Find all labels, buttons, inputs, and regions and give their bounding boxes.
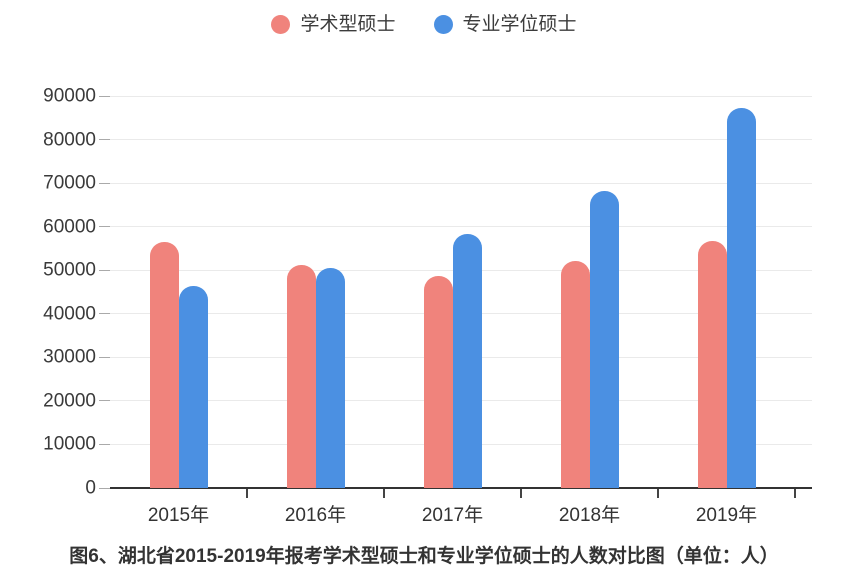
y-axis-tick <box>99 182 110 184</box>
y-axis-label: 50000 <box>43 259 96 281</box>
legend-item: 专业学位硕士 <box>433 13 577 35</box>
y-axis-tick <box>99 95 110 97</box>
bar-2016年-专业学位硕士 <box>315 268 345 488</box>
legend-circle-icon <box>433 14 453 34</box>
gridline <box>110 226 812 228</box>
gridline <box>110 182 812 184</box>
y-axis-label: 20000 <box>43 390 96 412</box>
x-axis-tick <box>794 489 796 498</box>
y-axis-tick <box>99 313 110 315</box>
x-axis-line <box>110 487 812 489</box>
x-axis-label: 2015年 <box>147 505 210 526</box>
bar-2015年-专业学位硕士 <box>178 286 208 488</box>
y-axis-tick <box>99 400 110 402</box>
gridline <box>110 95 812 97</box>
y-axis-tick <box>99 443 110 445</box>
legend-label: 专业学位硕士 <box>462 13 577 35</box>
x-axis-label: 2018年 <box>558 505 621 526</box>
bar-2016年-学术型硕士 <box>286 264 316 488</box>
y-axis-tick <box>99 139 110 141</box>
gridline <box>110 139 812 141</box>
y-axis-tick <box>99 356 110 358</box>
y-axis-label: 10000 <box>43 433 96 455</box>
y-axis-label: 30000 <box>43 346 96 368</box>
bar-2015年-学术型硕士 <box>149 241 179 488</box>
y-axis-label: 0 <box>85 477 96 499</box>
y-axis-tick <box>99 226 110 228</box>
y-axis-label: 60000 <box>43 216 96 238</box>
legend-label: 学术型硕士 <box>300 13 396 35</box>
plot-area <box>110 96 812 488</box>
y-axis-label: 70000 <box>43 172 96 194</box>
x-axis-label: 2019年 <box>695 505 758 526</box>
bar-2018年-专业学位硕士 <box>589 190 619 488</box>
chart-caption: 图6、湖北省2015-2019年报考学术型硕士和专业学位硕士的人数对比图（单位：… <box>69 546 779 567</box>
legend-item: 学术型硕士 <box>271 13 396 35</box>
x-axis-tick <box>383 489 385 498</box>
legend: 学术型硕士 专业学位硕士 <box>0 10 848 38</box>
bar-2018年-学术型硕士 <box>560 261 590 488</box>
x-axis-tick <box>246 489 248 498</box>
x-axis-label: 2017年 <box>421 505 484 526</box>
x-axis-tick <box>657 489 659 498</box>
bar-2019年-专业学位硕士 <box>726 108 756 488</box>
x-axis-label: 2016年 <box>284 505 347 526</box>
y-axis-label: 80000 <box>43 129 96 151</box>
bar-2019年-学术型硕士 <box>697 241 727 488</box>
bar-2017年-专业学位硕士 <box>452 234 482 488</box>
y-axis-tick <box>99 487 110 489</box>
y-axis-label: 40000 <box>43 303 96 325</box>
x-axis-tick <box>520 489 522 498</box>
bar-2017年-学术型硕士 <box>423 275 453 488</box>
y-axis-tick <box>99 269 110 271</box>
legend-circle-icon <box>271 14 291 34</box>
y-axis-label: 90000 <box>43 85 96 107</box>
